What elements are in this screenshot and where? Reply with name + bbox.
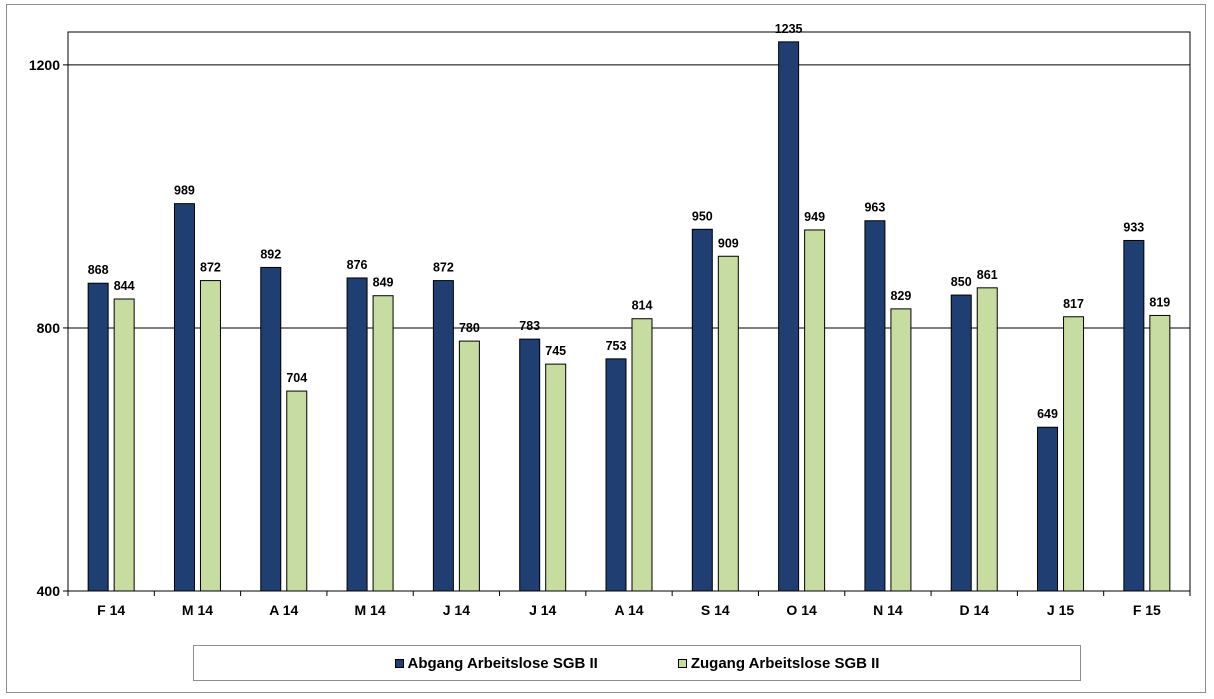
legend-label-abgang: Abgang Arbeitslose SGB II bbox=[408, 655, 598, 672]
x-tick-label-12: F 15 bbox=[1133, 602, 1161, 618]
data-label-s0-3: 876 bbox=[347, 258, 368, 272]
legend-swatch-zugang bbox=[678, 659, 687, 668]
data-label-s1-0: 844 bbox=[114, 279, 135, 293]
data-label-s1-11: 817 bbox=[1063, 297, 1084, 311]
bar-s1-0 bbox=[114, 299, 134, 591]
bar-s1-1 bbox=[200, 281, 220, 591]
data-label-s0-6: 753 bbox=[606, 339, 627, 353]
legend-label-zugang: Zugang Arbeitslose SGB II bbox=[691, 655, 880, 672]
x-tick-label-0: F 14 bbox=[97, 602, 125, 618]
data-label-s0-8: 1235 bbox=[775, 22, 803, 36]
bar-s1-5 bbox=[546, 364, 566, 591]
data-label-s0-2: 892 bbox=[260, 247, 281, 261]
data-label-s1-2: 704 bbox=[286, 371, 307, 385]
data-label-s1-8: 949 bbox=[804, 210, 825, 224]
data-label-s1-5: 745 bbox=[545, 344, 566, 358]
bar-s1-10 bbox=[977, 288, 997, 591]
bar-s0-5 bbox=[520, 339, 540, 591]
data-label-s1-1: 872 bbox=[200, 261, 221, 275]
chart-frame: 400 800 1200 F 14 868 844 M 14 989 872 A 14 892 704… bbox=[6, 4, 1206, 693]
data-label-s1-7: 909 bbox=[718, 236, 739, 250]
bar-s1-11 bbox=[1064, 317, 1084, 591]
y-tick-label-400: 400 bbox=[37, 583, 61, 599]
bar-s1-8 bbox=[805, 230, 825, 591]
bar-s0-11 bbox=[1038, 427, 1058, 591]
data-label-s1-9: 829 bbox=[890, 289, 911, 303]
data-label-s0-1: 989 bbox=[174, 184, 195, 198]
bar-s0-7 bbox=[692, 229, 712, 591]
x-tick-label-5: J 14 bbox=[529, 602, 556, 618]
legend-entry-zugang: Zugang Arbeitslose SGB II bbox=[678, 655, 880, 672]
bar-s0-3 bbox=[347, 278, 367, 591]
x-tick-label-4: J 14 bbox=[443, 602, 470, 618]
legend-entry-abgang: Abgang Arbeitslose SGB II bbox=[395, 655, 598, 672]
data-label-s1-10: 861 bbox=[977, 268, 998, 282]
data-label-s0-11: 649 bbox=[1037, 407, 1058, 421]
x-tick-label-9: N 14 bbox=[873, 602, 903, 618]
bar-s0-4 bbox=[433, 281, 453, 591]
bar-s1-3 bbox=[373, 296, 393, 591]
data-label-s0-7: 950 bbox=[692, 209, 713, 223]
legend-swatch-abgang bbox=[395, 659, 404, 668]
bar-s0-12 bbox=[1124, 240, 1144, 591]
x-tick-label-11: J 15 bbox=[1047, 602, 1074, 618]
bar-s0-8 bbox=[779, 42, 799, 591]
x-tick-label-7: S 14 bbox=[701, 602, 730, 618]
data-label-s1-3: 849 bbox=[373, 276, 394, 290]
bar-s0-6 bbox=[606, 359, 626, 591]
x-tick-label-6: A 14 bbox=[614, 602, 643, 618]
bar-s1-2 bbox=[287, 391, 307, 591]
bar-chart: 400 800 1200 F 14 868 844 M 14 989 872 A 14 892 704… bbox=[7, 5, 1205, 692]
data-label-s1-6: 814 bbox=[632, 299, 653, 313]
data-label-s0-10: 850 bbox=[951, 275, 972, 289]
x-tick-label-8: O 14 bbox=[786, 602, 817, 618]
y-tick-label-800: 800 bbox=[37, 320, 61, 336]
data-label-s0-0: 868 bbox=[88, 263, 109, 277]
data-label-s0-5: 783 bbox=[519, 319, 540, 333]
bar-s1-4 bbox=[459, 341, 479, 591]
bar-s0-1 bbox=[174, 204, 194, 591]
bar-s1-6 bbox=[632, 319, 652, 591]
bar-s1-7 bbox=[718, 256, 738, 591]
bar-s1-9 bbox=[891, 309, 911, 591]
x-tick-label-3: M 14 bbox=[355, 602, 386, 618]
data-label-s0-4: 872 bbox=[433, 261, 454, 275]
legend: Abgang Arbeitslose SGB II Zugang Arbeits… bbox=[193, 645, 1081, 681]
x-tick-label-2: A 14 bbox=[269, 602, 298, 618]
bar-s0-9 bbox=[865, 221, 885, 591]
bar-s0-0 bbox=[88, 283, 108, 591]
data-label-s0-9: 963 bbox=[864, 201, 885, 215]
y-tick-label-1200: 1200 bbox=[29, 57, 60, 73]
x-tick-label-10: D 14 bbox=[959, 602, 989, 618]
data-label-s0-12: 933 bbox=[1123, 220, 1144, 234]
bar-s1-12 bbox=[1150, 315, 1170, 591]
bar-s0-2 bbox=[261, 267, 281, 591]
bar-s0-10 bbox=[951, 295, 971, 591]
x-tick-label-1: M 14 bbox=[182, 602, 213, 618]
data-label-s1-4: 780 bbox=[459, 321, 480, 335]
data-label-s1-12: 819 bbox=[1149, 295, 1170, 309]
plot-area bbox=[68, 32, 1190, 591]
